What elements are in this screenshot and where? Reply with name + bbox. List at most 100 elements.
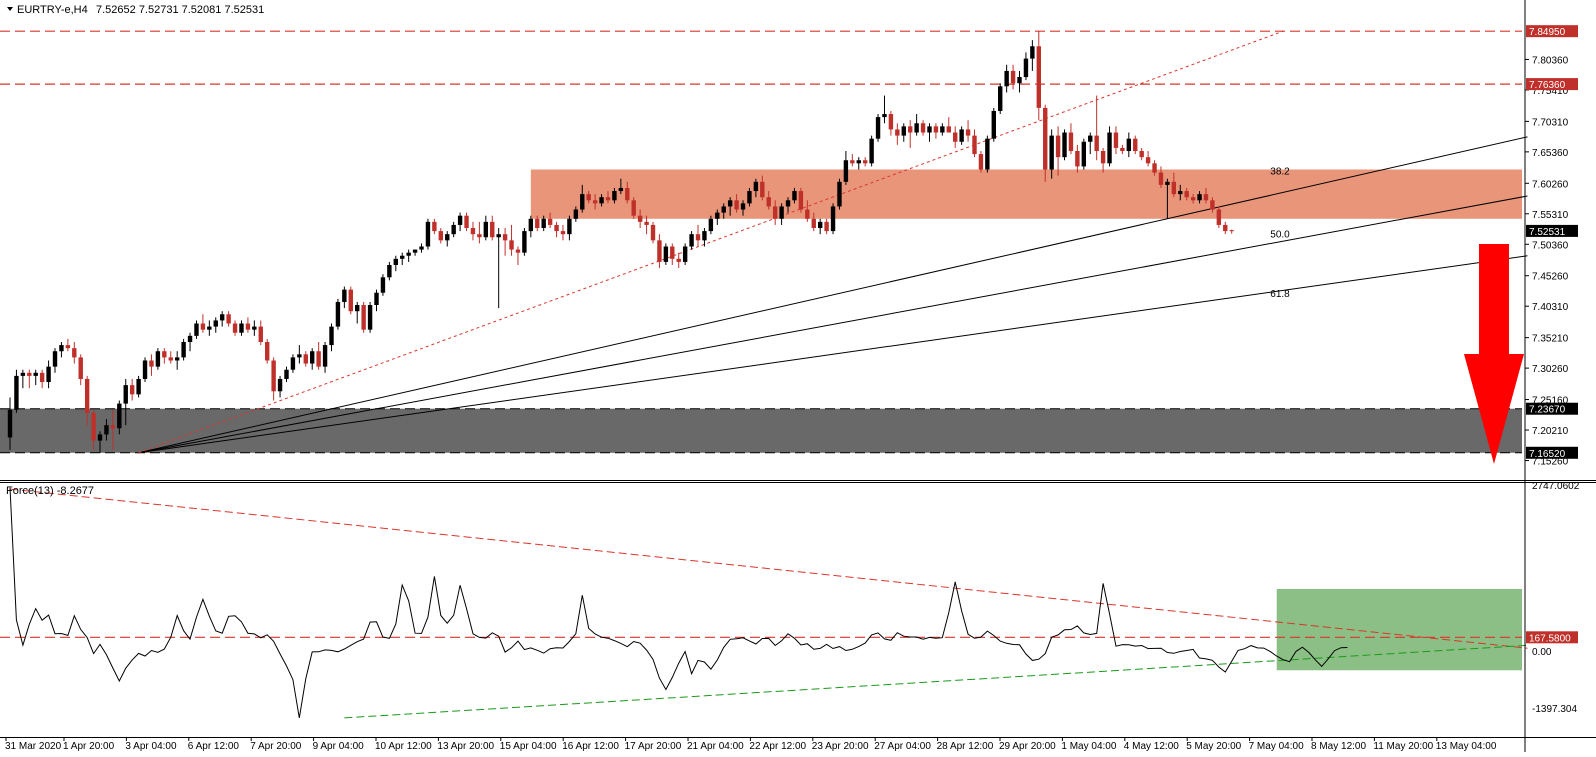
candle-body [65,345,71,349]
time-tick-label: 8 May 12:00 [1311,741,1366,752]
fib-label-38.2: 38.2 [1270,166,1290,177]
level-tag-3: 7.16520 [1529,449,1566,460]
candle [1030,40,1035,71]
candle [1139,147,1144,161]
candle-body [920,123,926,133]
candle-body [155,351,161,367]
candle [1062,129,1067,161]
time-tick-label: 15 Apr 04:00 [500,741,557,752]
candle [464,212,469,232]
candle [657,234,662,269]
candle [824,218,829,235]
candle [817,218,823,235]
time-tick-label: 31 Mar 2020 [5,741,62,752]
candle-body [965,129,971,136]
candle [869,135,874,167]
level-tag-0-bg [1526,25,1578,38]
candle [1152,160,1157,176]
candle [554,221,559,238]
candle-body [277,378,283,392]
candle [779,203,784,225]
candle [155,348,161,370]
candle [914,114,919,136]
candle-body [1133,138,1138,152]
candle-body [1171,181,1177,195]
indicator-resistance-line [9,488,1528,649]
candle [490,215,495,241]
candle [766,191,771,210]
candle-body [213,320,218,327]
candle-body [631,200,636,216]
candle-body [445,234,450,241]
time-tick-label: 17 Apr 20:00 [625,741,682,752]
candle-body [682,246,688,262]
fan-line-0 [138,136,1528,454]
symbol-dropdown-icon[interactable] [7,7,13,11]
candle [946,117,951,133]
candle [888,110,894,136]
candle [843,151,849,185]
candle-body [1229,230,1234,232]
candle [226,311,231,327]
candle-body [850,160,855,164]
candle [1081,138,1087,170]
dotted-trendline [138,30,1284,454]
candle-body [811,218,816,229]
symbol-label: EURTRY-e,H4 [17,4,88,16]
candle-body [708,218,714,232]
candle [1223,221,1228,235]
candle-body [567,218,572,235]
candle [547,212,553,229]
candle [187,332,193,352]
time-tick-label: 28 Apr 12:00 [937,741,994,752]
candle-body [1223,224,1228,232]
time-tick-label: 1 Apr 20:00 [63,741,115,752]
candle [927,123,932,142]
candle-body [779,206,784,219]
candle [213,317,218,333]
candle-body [522,231,527,253]
candle-body [78,357,83,379]
candle-body [914,123,919,133]
candle-body [239,323,244,333]
candle-body [297,354,302,358]
candle [1190,194,1196,204]
candle-body [560,231,566,235]
candle-body [1036,46,1041,108]
candle-body [805,209,810,219]
candle-body [168,357,173,361]
candle [618,178,624,195]
candle [219,311,225,327]
candle [895,123,900,145]
candle-body [933,126,939,133]
candle [1107,126,1112,167]
candle [933,123,939,139]
candle [129,378,135,401]
indicator-tick-label: 2747.0602 [1532,481,1580,492]
candle [920,120,926,136]
candle-body [1062,132,1067,158]
candle [747,187,752,207]
candle [1229,229,1234,234]
candle [33,369,38,386]
candle-body [451,224,456,235]
candle [207,320,212,336]
candle-body [644,221,649,225]
candle [560,224,566,241]
candle [715,209,720,225]
candle [258,320,263,346]
candle [14,369,19,413]
candle-body [1049,135,1054,170]
candle-body [142,360,148,379]
candle [1017,70,1022,93]
candle-body [580,194,585,210]
time-tick-label: 21 Apr 04:00 [687,741,744,752]
candle [1171,172,1177,198]
candle-body [528,218,534,232]
candle-body [393,258,398,265]
force-index-line [9,487,1348,718]
candle [65,338,71,352]
candle-body [772,206,778,219]
candle [39,369,45,389]
candle-body [625,187,630,201]
